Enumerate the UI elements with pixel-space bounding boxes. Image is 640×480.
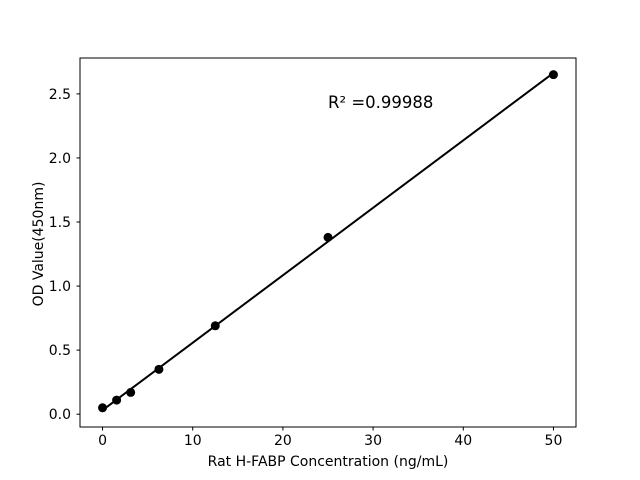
x-tick-label: 30 [364, 433, 382, 449]
y-tick-label: 1.5 [49, 215, 71, 231]
x-tick-label: 20 [274, 433, 292, 449]
y-tick-label: 0.0 [49, 407, 71, 423]
data-point [98, 403, 108, 413]
y-axis-label: OD Value(450nm) [31, 182, 47, 307]
plot-area: 0 10 20 30 40 50 0.0 0.5 1.0 1.5 2.0 2.5 [49, 70, 563, 449]
r-squared-annotation: R² =0.99988 [328, 93, 433, 112]
x-tick-label: 50 [545, 433, 563, 449]
y-tick-label: 2.0 [49, 151, 71, 167]
data-point [126, 387, 136, 397]
data-point [548, 70, 558, 80]
y-tick-label: 2.5 [49, 87, 71, 103]
y-tick-label: 0.5 [49, 343, 71, 359]
x-tick-label: 10 [184, 433, 202, 449]
y-tick-label: 1.0 [49, 279, 71, 295]
x-tick-label: 0 [98, 433, 107, 449]
data-point [323, 232, 333, 242]
plot-border [79, 57, 577, 428]
data-point [210, 321, 220, 331]
x-tick-label: 40 [454, 433, 472, 449]
data-point [112, 395, 122, 405]
x-axis-label: Rat H-FABP Concentration (ng/mL) [208, 454, 449, 470]
data-point [154, 364, 164, 374]
